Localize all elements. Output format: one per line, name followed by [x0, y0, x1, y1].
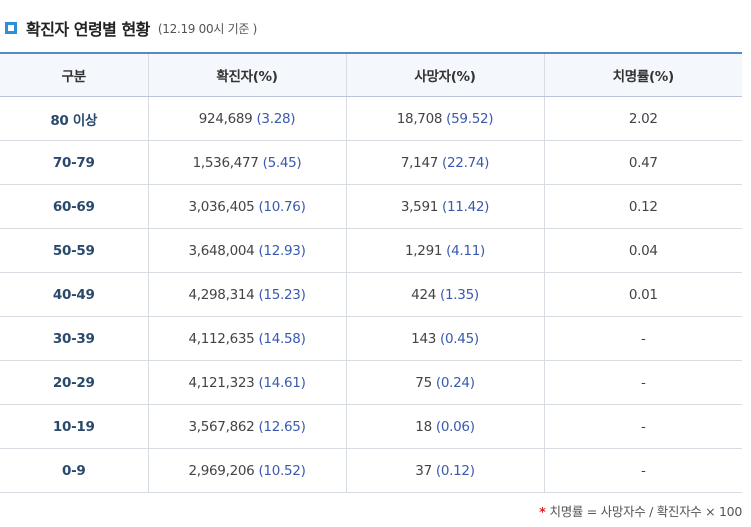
deaths-cell: 3,591 (11.42): [345, 184, 544, 229]
deaths-cell: 7,147 (22.74): [345, 140, 544, 185]
fatality-rate-cell: 2.02: [543, 96, 742, 141]
header-category: 구분: [0, 52, 148, 97]
table-body: 80 이상 924,689 (3.28) 18,708 (59.52) 2.02 70-…: [0, 96, 742, 493]
cases-count: 4,121,323: [188, 374, 255, 391]
cases-cell: 924,689 (3.28): [147, 96, 346, 141]
fatality-rate-cell: -: [543, 404, 742, 449]
cases-cell: 3,036,405 (10.76): [147, 184, 346, 229]
age-group-cell: 60-69: [0, 184, 148, 229]
deaths-percent: (0.24): [435, 374, 475, 391]
cases-cell: 1,536,477 (5.45): [147, 140, 346, 185]
deaths-count: 7,147: [400, 154, 439, 171]
cases-percent: (15.23): [258, 286, 306, 303]
deaths-percent: (22.74): [442, 154, 490, 171]
cases-percent: (10.52): [258, 462, 306, 479]
cases-percent: (5.45): [262, 154, 302, 171]
age-statistics-table: 구분 확진자(%) 사망자(%) 치명률(%) 80 이상 924,689 (3.…: [0, 52, 742, 493]
deaths-percent: (0.12): [435, 462, 475, 479]
footnote-asterisk: *: [539, 504, 546, 519]
deaths-count: 3,591: [400, 198, 439, 215]
cases-percent: (14.61): [258, 374, 306, 391]
cases-count: 2,969,206: [188, 462, 255, 479]
fatality-rate-cell: -: [543, 360, 742, 405]
fatality-rate-cell: 0.47: [543, 140, 742, 185]
header-fatality-rate: 치명률(%): [543, 52, 742, 97]
deaths-count: 18,708: [396, 110, 443, 127]
table-row: 20-29 4,121,323 (14.61) 75 (0.24) -: [0, 360, 742, 405]
deaths-cell: 37 (0.12): [345, 448, 544, 493]
deaths-cell: 1,291 (4.11): [345, 228, 544, 273]
cases-count: 1,536,477: [192, 154, 259, 171]
table-row: 0-9 2,969,206 (10.52) 37 (0.12) -: [0, 448, 742, 493]
table-row: 70-79 1,536,477 (5.45) 7,147 (22.74) 0.47: [0, 140, 742, 185]
cases-cell: 4,112,635 (14.58): [147, 316, 346, 361]
cases-cell: 2,969,206 (10.52): [147, 448, 346, 493]
deaths-cell: 424 (1.35): [345, 272, 544, 317]
section-header: 확진자 연령별 현황 (12.19 00시 기준 ): [5, 14, 257, 42]
age-group-cell: 40-49: [0, 272, 148, 317]
deaths-count: 143: [411, 330, 437, 347]
deaths-cell: 18 (0.06): [345, 404, 544, 449]
cases-cell: 3,567,862 (12.65): [147, 404, 346, 449]
cases-cell: 3,648,004 (12.93): [147, 228, 346, 273]
cases-percent: (3.28): [256, 110, 296, 127]
cases-count: 4,298,314: [188, 286, 255, 303]
table-row: 50-59 3,648,004 (12.93) 1,291 (4.11) 0.04: [0, 228, 742, 273]
table-header-row: 구분 확진자(%) 사망자(%) 치명률(%): [0, 52, 742, 97]
fatality-rate-cell: -: [543, 448, 742, 493]
deaths-count: 1,291: [405, 242, 443, 259]
table-row: 10-19 3,567,862 (12.65) 18 (0.06) -: [0, 404, 742, 449]
age-group-cell: 20-29: [0, 360, 148, 405]
footnote: * 치명률 = 사망자수 / 확진자수 × 100: [539, 501, 742, 520]
table-row: 40-49 4,298,314 (15.23) 424 (1.35) 0.01: [0, 272, 742, 317]
cases-percent: (12.65): [258, 418, 306, 435]
cases-percent: (12.93): [258, 242, 306, 259]
footnote-text: 치명률 = 사망자수 / 확진자수 × 100: [549, 504, 743, 519]
age-group-cell: 10-19: [0, 404, 148, 449]
fatality-rate-cell: 0.12: [543, 184, 742, 229]
deaths-percent: (0.06): [435, 418, 475, 435]
cases-cell: 4,121,323 (14.61): [147, 360, 346, 405]
deaths-count: 37: [415, 462, 432, 479]
cases-count: 924,689: [198, 110, 253, 127]
deaths-cell: 18,708 (59.52): [345, 96, 544, 141]
deaths-cell: 143 (0.45): [345, 316, 544, 361]
table-row: 80 이상 924,689 (3.28) 18,708 (59.52) 2.02: [0, 96, 742, 141]
age-group-cell: 80 이상: [0, 96, 148, 141]
header-cases: 확진자(%): [147, 52, 346, 97]
page-title: 확진자 연령별 현황: [26, 20, 150, 39]
deaths-count: 424: [411, 286, 437, 303]
table-row: 60-69 3,036,405 (10.76) 3,591 (11.42) 0.12: [0, 184, 742, 229]
age-group-cell: 50-59: [0, 228, 148, 273]
fatality-rate-cell: -: [543, 316, 742, 361]
age-group-cell: 30-39: [0, 316, 148, 361]
deaths-count: 18: [415, 418, 432, 435]
header-deaths: 사망자(%): [345, 52, 544, 97]
deaths-count: 75: [415, 374, 432, 391]
cases-count: 3,567,862: [188, 418, 255, 435]
deaths-percent: (0.45): [440, 330, 479, 347]
reference-time: (12.19 00시 기준 ): [157, 21, 257, 36]
cases-cell: 4,298,314 (15.23): [147, 272, 346, 317]
cases-percent: (14.58): [258, 330, 306, 347]
age-group-cell: 0-9: [0, 448, 148, 493]
deaths-cell: 75 (0.24): [345, 360, 544, 405]
age-group-cell: 70-79: [0, 140, 148, 185]
deaths-percent: (1.35): [440, 286, 479, 303]
fatality-rate-cell: 0.01: [543, 272, 742, 317]
cases-count: 3,036,405: [188, 198, 255, 215]
deaths-percent: (59.52): [446, 110, 494, 127]
cases-count: 3,648,004: [188, 242, 255, 259]
table-row: 30-39 4,112,635 (14.58) 143 (0.45) -: [0, 316, 742, 361]
cases-percent: (10.76): [258, 198, 306, 215]
deaths-percent: (11.42): [442, 198, 490, 215]
cases-count: 4,112,635: [188, 330, 255, 347]
square-bullet-icon: [5, 22, 17, 34]
deaths-percent: (4.11): [446, 242, 485, 259]
fatality-rate-cell: 0.04: [543, 228, 742, 273]
